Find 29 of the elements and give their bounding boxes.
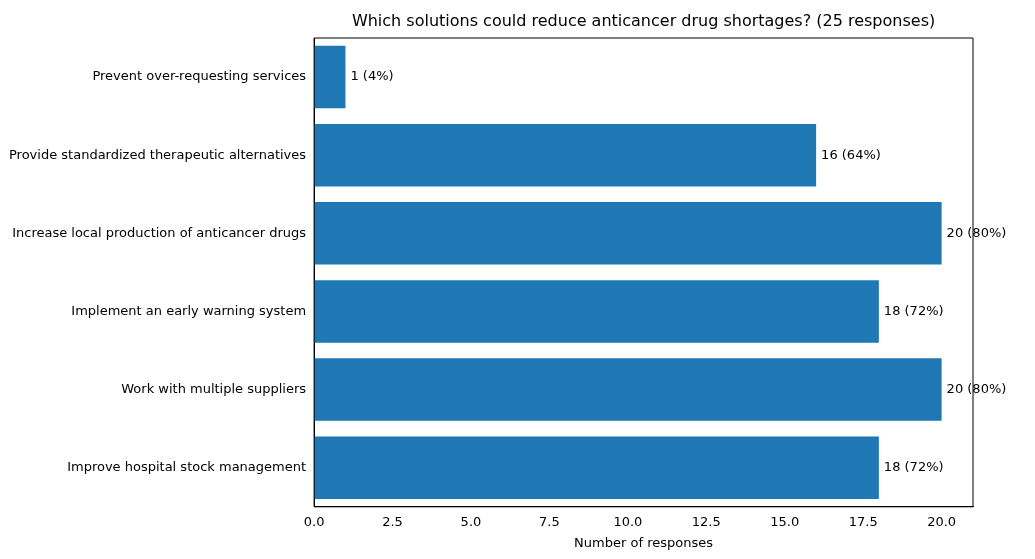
bar: [314, 202, 942, 265]
bar: [314, 123, 817, 187]
y-tick-label: Increase local production of anticancer drugs: [12, 224, 307, 240]
data-label: 18 (72%): [883, 459, 944, 475]
bar: [314, 436, 879, 499]
data-label: 18 (72%): [883, 302, 944, 318]
x-tick-label: 10.0: [613, 513, 643, 529]
bar: [314, 358, 942, 421]
data-label: 1 (4%): [350, 68, 394, 84]
bar: [314, 280, 879, 343]
data-label: 20 (80%): [946, 380, 1007, 396]
data-label: 16 (64%): [821, 146, 881, 162]
bar: [314, 45, 346, 109]
y-tick-label: Prevent over-requesting services: [92, 68, 307, 84]
x-tick-label: 7.5: [539, 513, 560, 529]
x-tick-label: 5.0: [460, 513, 482, 529]
x-tick-label: 12.5: [691, 513, 721, 529]
x-tick-label: 20.0: [927, 513, 957, 529]
x-tick-label: 2.5: [382, 513, 403, 529]
y-tick-label: Improve hospital stock management: [67, 459, 307, 475]
y-tick-label: Provide standardized therapeutic alternatives: [8, 146, 307, 162]
y-tick-label: Implement an early warning system: [71, 302, 307, 318]
data-label: 20 (80%): [946, 224, 1007, 240]
x-axis-title: Number of responses: [574, 534, 714, 550]
chart-title: Which solutions could reduce anticancer drug shortages? (25 responses): [351, 11, 936, 31]
x-tick-label: 0.0: [303, 513, 325, 529]
x-tick-label: 17.5: [848, 513, 878, 529]
y-tick-label: Work with multiple suppliers: [121, 380, 307, 396]
x-tick-label: 15.0: [770, 513, 800, 529]
